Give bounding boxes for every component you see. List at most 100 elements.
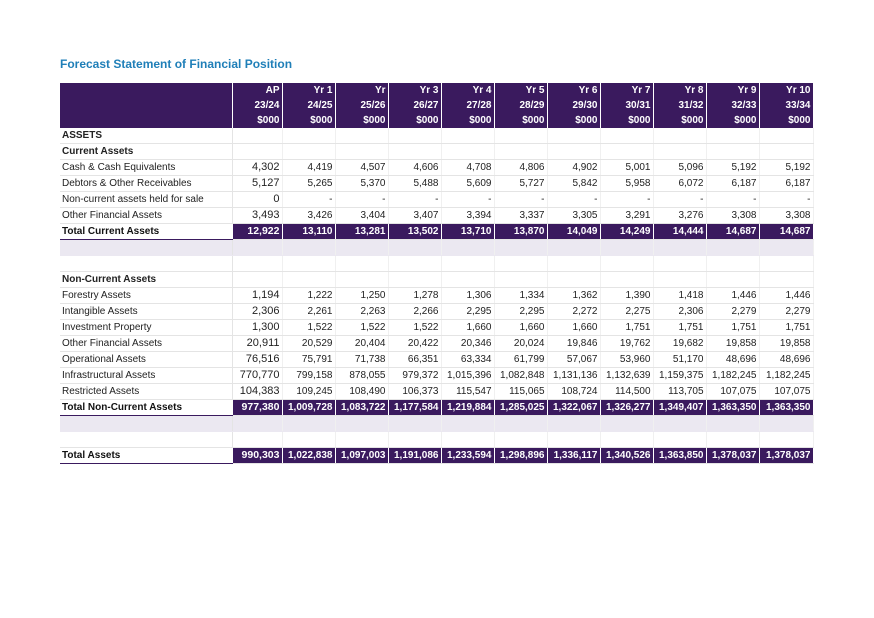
value-cell: -: [600, 191, 654, 208]
value-cell: 1,233,594: [441, 447, 495, 464]
value-cell: [653, 143, 707, 160]
value-cell: [335, 239, 389, 256]
value-cell: 115,547: [441, 383, 495, 400]
blank-row: [60, 255, 814, 272]
value-cell: 114,500: [600, 383, 654, 400]
value-cell: 20,346: [441, 335, 495, 352]
column-header: 32/33: [706, 98, 760, 113]
value-cell: 1,182,245: [706, 367, 760, 384]
value-cell: 3,276: [653, 207, 707, 224]
table-row: Debtors & Other Receivables 5,127 5,265 5,3…: [60, 175, 814, 192]
row-label: [60, 415, 233, 432]
value-cell: 13,870: [494, 223, 548, 240]
column-header: $000: [335, 113, 389, 128]
row-label: Total Current Assets: [60, 223, 233, 240]
value-cell: [232, 271, 283, 288]
value-cell: 1,015,396: [441, 367, 495, 384]
value-cell: [441, 415, 495, 432]
value-cell: 5,958: [600, 175, 654, 192]
value-cell: 1,751: [653, 319, 707, 336]
value-cell: [282, 128, 336, 144]
value-cell: 12,922: [232, 223, 283, 240]
value-cell: [441, 239, 495, 256]
value-cell: 979,372: [388, 367, 442, 384]
value-cell: 5,192: [759, 159, 814, 176]
value-cell: -: [653, 191, 707, 208]
value-cell: -: [494, 191, 548, 208]
column-header: Yr 10: [759, 83, 814, 98]
value-cell: 5,727: [494, 175, 548, 192]
value-cell: [706, 415, 760, 432]
value-cell: [335, 431, 389, 448]
column-header: $000: [441, 113, 495, 128]
header-label-cell: [60, 83, 233, 98]
value-cell: [706, 143, 760, 160]
total-row: Total Current Assets 12,922 13,110 13,281 13…: [60, 223, 814, 240]
value-cell: 1,191,086: [388, 447, 442, 464]
column-header: 23/24: [232, 98, 283, 113]
value-cell: 1,378,037: [759, 447, 814, 464]
value-cell: 1,446: [706, 287, 760, 304]
value-cell: [653, 415, 707, 432]
value-cell: 14,444: [653, 223, 707, 240]
value-cell: 1,083,722: [335, 399, 389, 416]
value-cell: 1,285,025: [494, 399, 548, 416]
value-cell: 3,337: [494, 207, 548, 224]
value-cell: 3,404: [335, 207, 389, 224]
value-cell: 109,245: [282, 383, 336, 400]
value-cell: [759, 271, 814, 288]
value-cell: 115,065: [494, 383, 548, 400]
value-cell: [282, 415, 336, 432]
value-cell: 2,263: [335, 303, 389, 320]
value-cell: 878,055: [335, 367, 389, 384]
value-cell: 1,300: [232, 319, 283, 336]
value-cell: [232, 431, 283, 448]
value-cell: 4,507: [335, 159, 389, 176]
table-header: AP Yr 1 Yr Yr 3 Yr 4 Yr 5 Yr 6 Yr 7 Yr 8 Yr 9 Yr 1…: [60, 83, 814, 128]
value-cell: 5,001: [600, 159, 654, 176]
value-cell: 13,281: [335, 223, 389, 240]
band-row: [60, 415, 814, 432]
value-cell: 2,272: [547, 303, 601, 320]
table-row: Operational Assets 76,516 75,791 71,738 66,3…: [60, 351, 814, 368]
value-cell: 107,075: [706, 383, 760, 400]
value-cell: 20,024: [494, 335, 548, 352]
value-cell: [232, 415, 283, 432]
value-cell: 20,404: [335, 335, 389, 352]
row-label: [60, 239, 233, 256]
value-cell: 14,249: [600, 223, 654, 240]
value-cell: 48,696: [706, 351, 760, 368]
value-cell: [759, 431, 814, 448]
column-header: $000: [706, 113, 760, 128]
row-label: Other Financial Assets: [60, 335, 233, 352]
value-cell: [653, 431, 707, 448]
value-cell: [388, 255, 442, 272]
column-header: Yr 1: [282, 83, 336, 98]
value-cell: 1,751: [706, 319, 760, 336]
value-cell: [547, 415, 601, 432]
value-cell: 770,770: [232, 367, 283, 384]
value-cell: 76,516: [232, 351, 283, 368]
value-cell: 1,378,037: [706, 447, 760, 464]
value-cell: 1,522: [388, 319, 442, 336]
value-cell: 1,418: [653, 287, 707, 304]
value-cell: -: [706, 191, 760, 208]
row-label: Investment Property: [60, 319, 233, 336]
value-cell: 1,009,728: [282, 399, 336, 416]
row-label: Cash & Cash Equivalents: [60, 159, 233, 176]
value-cell: [653, 271, 707, 288]
column-header: Yr 8: [653, 83, 707, 98]
value-cell: [600, 128, 654, 144]
value-cell: 5,265: [282, 175, 336, 192]
value-cell: 1,132,639: [600, 367, 654, 384]
header-row: AP Yr 1 Yr Yr 3 Yr 4 Yr 5 Yr 6 Yr 7 Yr 8 Yr 9 Yr 1…: [60, 83, 814, 98]
value-cell: [759, 255, 814, 272]
value-cell: 2,295: [441, 303, 495, 320]
value-cell: 5,842: [547, 175, 601, 192]
value-cell: 1,340,526: [600, 447, 654, 464]
value-cell: 53,960: [600, 351, 654, 368]
value-cell: [494, 431, 548, 448]
value-cell: 113,705: [653, 383, 707, 400]
value-cell: 1,522: [282, 319, 336, 336]
value-cell: [335, 143, 389, 160]
